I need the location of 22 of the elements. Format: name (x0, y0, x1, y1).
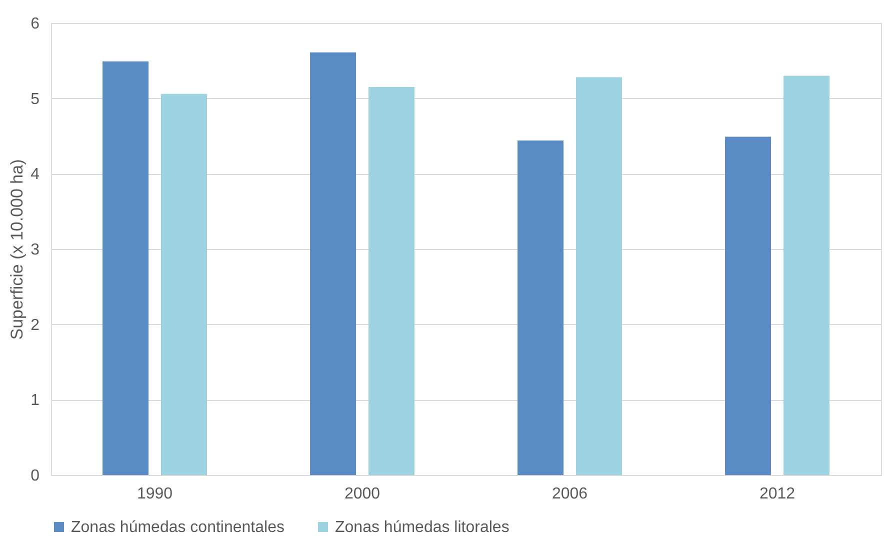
bar (368, 87, 414, 475)
bar (783, 76, 830, 475)
bar (576, 77, 622, 475)
y-tick-label: 6 (30, 16, 40, 32)
y-tick-label: 2 (30, 316, 40, 334)
legend-label: Zonas húmedas continentales (71, 519, 284, 536)
y-tick-label: 3 (30, 242, 40, 258)
bar (518, 140, 564, 475)
bar (160, 94, 207, 475)
x-tick-label: 1990 (136, 486, 173, 502)
x-tick-label: 2000 (344, 486, 380, 502)
y-tick-label: 1 (30, 392, 40, 410)
x-tick-label: 2012 (759, 486, 796, 502)
legend-label: Zonas húmedas litorales (335, 519, 510, 536)
bar (725, 136, 772, 475)
bar (102, 61, 149, 475)
bar (310, 52, 356, 475)
y-axis-title: Superficie (x 10.000 ha) (8, 159, 27, 340)
y-tick-label: 5 (30, 90, 40, 108)
x-tick-label: 2006 (552, 486, 588, 502)
y-tick-label: 0 (30, 468, 40, 484)
y-tick-label: 4 (30, 166, 40, 184)
